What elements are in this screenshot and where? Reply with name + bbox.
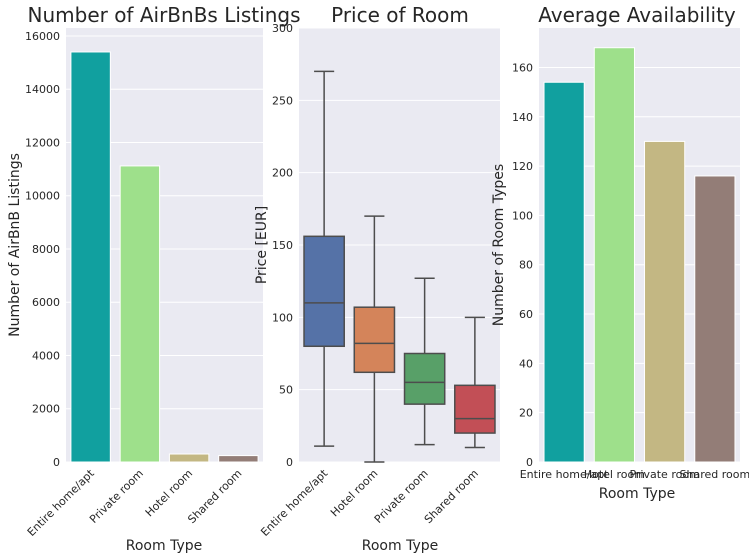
listings-y-tick-label: 0 (53, 456, 60, 469)
availability-bar (644, 140, 686, 463)
iqr-box (454, 384, 496, 434)
iqr-box (403, 352, 446, 405)
price-y-ticks: 0 50 100 150 200 250 300 (272, 22, 293, 469)
price-x-axis-label: Room Type (362, 538, 438, 554)
price-boxes (303, 70, 496, 463)
price-title: Price of Room (331, 3, 469, 27)
listings-y-tick-label: 14000 (25, 83, 60, 96)
availability-x-axis-label: Room Type (599, 486, 675, 502)
listings-y-tick-label: 2000 (32, 403, 60, 416)
listings-y-tick-label: 6000 (32, 296, 60, 309)
price-y-tick-label: 300 (272, 22, 293, 35)
listings-bar (119, 165, 161, 463)
availability-y-tick-label: 40 (519, 357, 533, 370)
availability-x-tick-label: Shared room (680, 468, 749, 481)
price-y-axis-label: Price [EUR] (254, 206, 270, 284)
availability-y-tick-label: 120 (512, 160, 533, 173)
availability-y-tick-label: 0 (526, 456, 533, 469)
listings-bar (168, 453, 210, 463)
availability-y-tick-label: 160 (512, 61, 533, 74)
price-y-tick-label: 150 (272, 239, 293, 252)
listings-bar (218, 455, 259, 463)
listings-y-tick-label: 12000 (25, 136, 60, 149)
availability-bar (694, 175, 736, 463)
listings-title: Number of AirBnBs Listings (28, 3, 301, 27)
availability-y-tick-label: 80 (519, 259, 533, 272)
listings-y-tick-label: 10000 (25, 190, 60, 203)
price-box-4 (454, 316, 496, 449)
availability-y-axis-label: Number of Room Types (491, 164, 507, 326)
price-box-2 (353, 215, 396, 463)
price-box-1 (303, 70, 345, 447)
price-x-tick-label: Entire home/apt (258, 466, 330, 538)
price-y-tick-label: 200 (272, 167, 293, 180)
price-y-tick-label: 250 (272, 94, 293, 107)
listings-bars (70, 51, 259, 463)
availability-chart: 0 20 40 60 80 100 120 140 160 Entire home/aptHot… (491, 3, 749, 502)
availability-x-tick-label: Private room (629, 468, 699, 481)
price-y-tick-label: 50 (279, 384, 293, 397)
listings-x-axis-label: Room Type (126, 538, 202, 554)
listings-y-tick-label: 16000 (25, 30, 60, 43)
availability-y-tick-label: 140 (512, 111, 533, 124)
listings-x-tick-label: Entire home/apt (25, 466, 97, 538)
listings-y-tick-label: 8000 (32, 243, 60, 256)
price-y-tick-label: 0 (286, 456, 293, 469)
listings-y-tick-label: 4000 (32, 349, 60, 362)
price-chart: 0 50 100 150 200 250 300 Entire home/aptHotel … (254, 3, 500, 554)
price-box-3 (403, 277, 446, 446)
availability-bar (543, 81, 585, 463)
listings-x-tick-label: Hotel room (143, 467, 195, 519)
availability-x-tick-label: Entire home/apt (520, 468, 609, 481)
listings-bar (70, 51, 111, 463)
listings-y-ticks: 0 2000 4000 6000 8000 10000 12000 14000 16000 (25, 30, 60, 469)
iqr-box (353, 306, 396, 374)
availability-y-tick-label: 20 (519, 407, 533, 420)
availability-bar (593, 47, 635, 463)
availability-y-ticks: 0 20 40 60 80 100 120 140 160 (512, 61, 533, 469)
price-x-tick-label: Shared room (422, 467, 481, 526)
availability-title: Average Availability (538, 3, 736, 27)
availability-x-tick-label: Hotel room (584, 468, 645, 481)
availability-bars (543, 47, 736, 463)
listings-y-axis-label: Number of AirBnB Listings (7, 153, 23, 337)
iqr-box (303, 235, 345, 348)
price-x-tick-label: Hotel room (328, 467, 380, 519)
availability-y-tick-label: 100 (512, 209, 533, 222)
price-y-tick-label: 100 (272, 311, 293, 324)
availability-y-tick-label: 60 (519, 308, 533, 321)
